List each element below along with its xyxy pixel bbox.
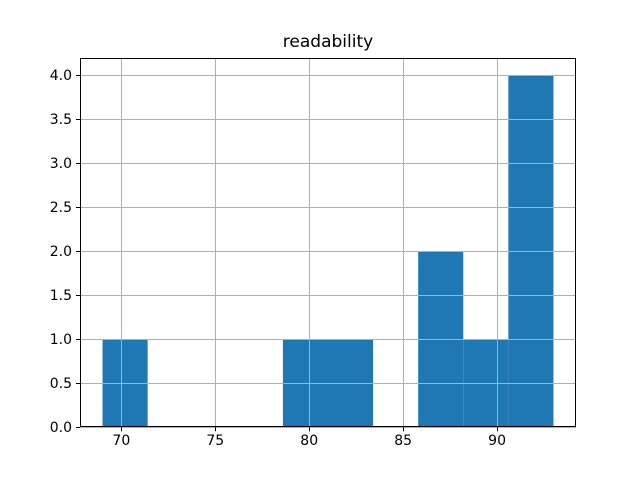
y-tick-label: 2.0 — [50, 244, 72, 260]
y-tick-label: 1.0 — [50, 332, 72, 348]
y-tick-label: 4.0 — [50, 68, 72, 84]
y-tick-label: 3.0 — [50, 156, 72, 172]
x-tick-label: 90 — [488, 433, 506, 449]
y-tick-label: 0.0 — [50, 420, 72, 436]
x-tick-label: 75 — [206, 433, 224, 449]
y-tick-label: 0.5 — [50, 376, 72, 392]
y-tick-label: 1.5 — [50, 288, 72, 304]
chart-title: readability — [282, 32, 374, 52]
plot-border — [80, 58, 576, 427]
x-tick-label: 70 — [112, 433, 130, 449]
x-tick-label: 85 — [394, 433, 412, 449]
x-tick-label: 80 — [300, 433, 318, 449]
y-tick-label: 2.5 — [50, 200, 72, 216]
y-tick-label: 3.5 — [50, 112, 72, 128]
